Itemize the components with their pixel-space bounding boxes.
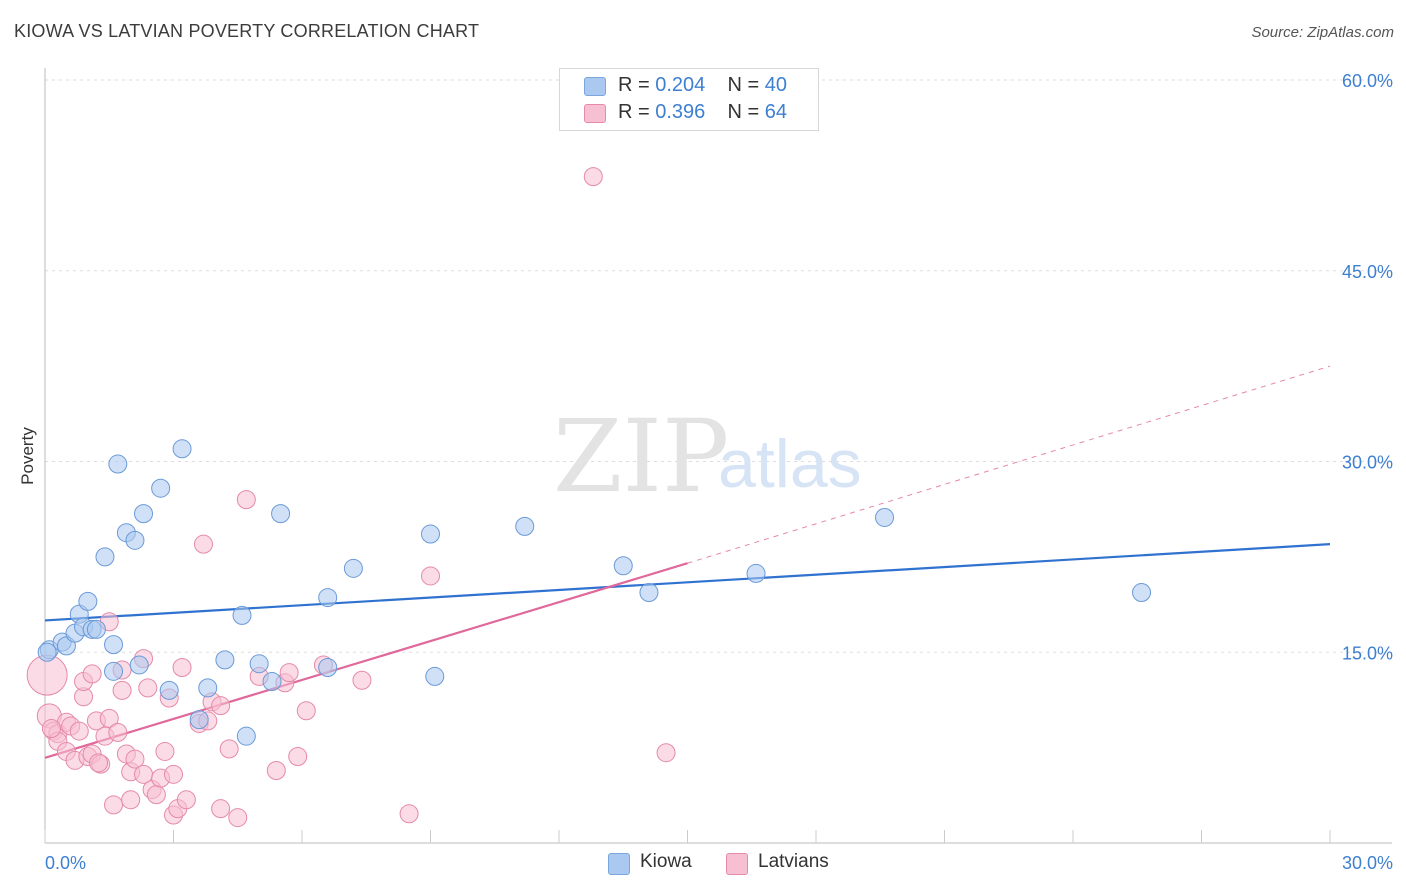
latvians-point[interactable]: [112, 680, 132, 700]
kiowa-point[interactable]: [515, 516, 535, 536]
latvians-n-value: 64: [764, 101, 788, 123]
latvians-point[interactable]: [125, 749, 145, 769]
latvians-point[interactable]: [211, 696, 231, 716]
watermark-zip: ZIP: [553, 398, 729, 515]
kiowa-point[interactable]: [189, 710, 209, 730]
latvians-point[interactable]: [99, 708, 119, 728]
kiowa-point[interactable]: [95, 547, 115, 567]
latvians-point[interactable]: [82, 664, 102, 684]
kiowa-point[interactable]: [104, 635, 124, 655]
trend-line-latvians: [44, 562, 688, 759]
latvians-point[interactable]: [121, 790, 141, 810]
trend-line-kiowa: [44, 543, 1331, 622]
kiowa-point[interactable]: [151, 478, 171, 498]
latvians-point[interactable]: [138, 678, 158, 698]
kiowa-point[interactable]: [86, 619, 106, 639]
latvians-point[interactable]: [656, 743, 676, 763]
latvians-point[interactable]: [219, 739, 239, 759]
latvians-legend-label: Latvians: [758, 851, 829, 872]
latvians-point[interactable]: [421, 566, 440, 586]
kiowa-point[interactable]: [232, 605, 252, 625]
n-label: N =: [727, 101, 760, 123]
latvians-point[interactable]: [288, 747, 308, 767]
kiowa-point[interactable]: [249, 654, 269, 674]
watermark: ZIP atlas: [553, 398, 862, 515]
data-points: [26, 167, 1152, 828]
kiowa-point[interactable]: [1132, 582, 1152, 602]
kiowa-point[interactable]: [78, 591, 98, 611]
kiowa-point[interactable]: [129, 655, 149, 675]
latvians-point[interactable]: [296, 701, 316, 721]
kiowa-point[interactable]: [262, 671, 282, 691]
y-tick-label: 60.0%: [1342, 71, 1393, 91]
n-label: N =: [727, 74, 760, 96]
source-label: Source: ZipAtlas.com: [1251, 24, 1394, 41]
kiowa-legend-label: Kiowa: [640, 851, 692, 872]
latvians-point[interactable]: [399, 804, 419, 824]
r-label: R =: [618, 74, 650, 96]
y-axis-title: Poverty: [18, 427, 37, 485]
latvians-point[interactable]: [176, 790, 196, 810]
latvians-point[interactable]: [228, 808, 248, 828]
latvians-point[interactable]: [69, 721, 89, 741]
kiowa-point[interactable]: [343, 558, 363, 578]
latvians-point[interactable]: [352, 670, 372, 690]
kiowa-point[interactable]: [318, 588, 338, 608]
kiowa-point[interactable]: [613, 556, 633, 576]
latvians-point[interactable]: [279, 663, 299, 683]
latvians-point[interactable]: [172, 658, 192, 678]
latvians-point[interactable]: [583, 167, 603, 187]
latvians-point[interactable]: [164, 764, 183, 784]
latvians-swatch: [584, 104, 606, 123]
kiowa-point[interactable]: [134, 504, 154, 524]
latvians-point[interactable]: [266, 761, 286, 781]
correlation-legend: R = 0.204 N = 40 R = 0.396 N = 64: [559, 68, 819, 131]
kiowa-point[interactable]: [421, 524, 440, 544]
y-tick-label: 30.0%: [1342, 453, 1393, 473]
kiowa-point[interactable]: [639, 582, 659, 602]
trend-extension-latvians: [687, 365, 1331, 564]
tick-labels: 15.0% 30.0% 45.0% 60.0% 0.0% 30.0%: [45, 71, 1393, 873]
x-tick-label: 30.0%: [1342, 853, 1393, 873]
y-tick-label: 15.0%: [1342, 643, 1393, 663]
trend-lines: [44, 365, 1331, 759]
latvians-point[interactable]: [236, 490, 256, 510]
y-tick-label: 45.0%: [1342, 262, 1393, 282]
latvians-legend-swatch: [726, 853, 748, 875]
kiowa-legend-swatch: [608, 853, 630, 875]
kiowa-point[interactable]: [198, 678, 218, 698]
kiowa-point[interactable]: [236, 726, 256, 746]
kiowa-point[interactable]: [215, 650, 235, 670]
kiowa-point[interactable]: [271, 504, 291, 524]
kiowa-point[interactable]: [746, 563, 766, 583]
watermark-atlas: atlas: [718, 426, 862, 502]
kiowa-point[interactable]: [108, 454, 128, 474]
latvians-point[interactable]: [146, 785, 166, 805]
latvians-point[interactable]: [211, 799, 231, 819]
kiowa-point[interactable]: [425, 666, 445, 686]
kiowa-r-value: 0.204: [655, 74, 706, 96]
r-label: R =: [618, 101, 650, 123]
x-tick-label: 0.0%: [45, 853, 86, 873]
kiowa-point[interactable]: [37, 642, 57, 662]
kiowa-point[interactable]: [125, 530, 145, 550]
latvians-point[interactable]: [108, 722, 128, 742]
kiowa-point[interactable]: [875, 507, 895, 527]
kiowa-point[interactable]: [104, 661, 124, 681]
kiowa-swatch: [584, 77, 606, 96]
latvians-point[interactable]: [155, 741, 175, 761]
latvians-point[interactable]: [104, 795, 124, 815]
latvians-point[interactable]: [89, 753, 109, 773]
kiowa-point[interactable]: [172, 439, 192, 459]
latvians-point[interactable]: [41, 719, 61, 739]
latvians-point[interactable]: [193, 534, 213, 554]
kiowa-point[interactable]: [159, 680, 179, 700]
kiowa-n-value: 40: [764, 74, 788, 96]
latvians-r-value: 0.396: [655, 101, 706, 123]
kiowa-point[interactable]: [318, 658, 338, 678]
chart-title: KIOWA VS LATVIAN POVERTY CORRELATION CHA…: [14, 21, 480, 41]
gridlines: [45, 79, 1392, 653]
